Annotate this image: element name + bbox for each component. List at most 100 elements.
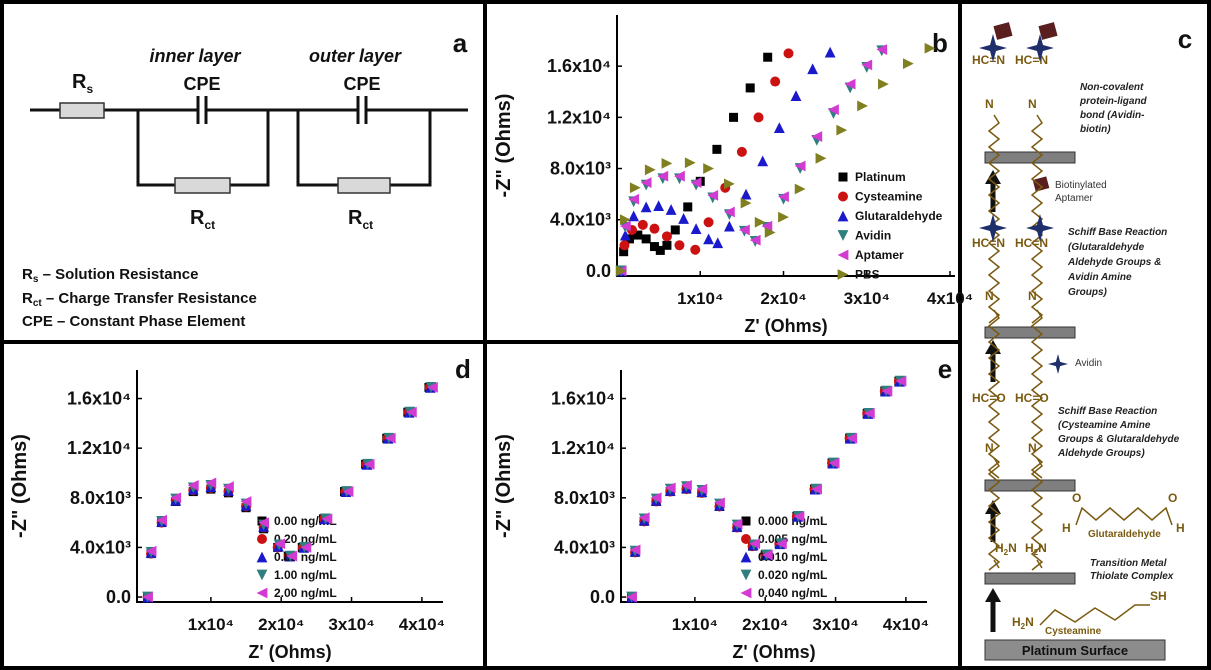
data-point [633,230,643,240]
legend-marker [257,534,267,544]
y-tick-label: 4.0x10³ [70,537,131,557]
data-point [828,104,839,116]
nitrogen: N [985,97,994,111]
chain [1036,559,1043,569]
avidin-icon [979,34,1007,62]
amine: H2N [995,541,1017,557]
note: (Cysteamine Amine [1058,420,1151,431]
data-point [638,512,650,524]
note: Thiolate Complex [1090,571,1174,582]
data-point [807,63,819,75]
y-tick-label: 4.0x10³ [550,210,611,230]
plate [984,572,1076,585]
chain [1030,114,1044,324]
data-point [745,83,755,93]
note: Avidin Amine [1067,272,1132,283]
data-point [778,191,789,203]
panel-label: e [938,354,952,384]
data-point [650,492,662,504]
aldehyde: HC=O [972,391,1006,405]
y-tick-label: 0.0 [590,587,615,607]
panel-a: a Rs inner layer outer layer CPE CPE Rct… [22,28,468,330]
data-point [690,244,701,255]
data-point [665,204,677,215]
data-point [778,211,789,223]
data-point [619,214,631,226]
data-point [681,479,692,491]
data-point [384,432,396,444]
aptamer-icon [993,22,1013,40]
subscript: ct [362,218,373,232]
data-point [754,216,766,228]
y-tick-label: 1.6x10⁴ [547,56,611,76]
panel-label: c [1178,24,1192,54]
data-point [187,479,199,491]
y-tick-label: 4.0x10³ [554,537,615,557]
legend-line: Rct – Charge Transfer Resistance [22,290,257,309]
data-point [707,189,719,201]
data-point [674,240,685,251]
x-tick-label: 3x10⁴ [844,289,890,308]
data-point [342,486,354,497]
avidin-icon [979,214,1007,242]
cpe-label: CPE [183,74,220,94]
imine: HC=N [1015,53,1048,67]
data-point [156,514,168,526]
data-point [240,496,252,507]
aldehyde: HC=O [1015,391,1049,405]
reagent: Cysteamine [1045,626,1102,637]
y-tick-label: 8.0x10³ [554,488,615,508]
data-point [793,510,805,522]
data-point [641,234,651,244]
data-point [723,178,735,190]
legend-label: Aptamer [855,248,904,262]
data-point [761,549,773,561]
nitrogen: N [1028,289,1037,303]
data-point [619,247,629,257]
data-point [626,591,637,603]
data-point [683,202,693,212]
capacitor [196,96,368,124]
data-point [405,406,417,418]
nitrogen: N [1028,97,1037,111]
data-point [628,193,640,205]
x-tick-label: 1x10⁴ [672,615,718,634]
data-point [703,233,714,245]
data-point [649,242,659,252]
y-tick-label: 1.2x10⁴ [547,107,611,127]
reagent: Biotinylated [1055,180,1107,191]
data-point [731,518,743,530]
note: Schiff Base Reaction [1058,406,1157,417]
data-point [773,122,785,133]
data-point [753,112,764,123]
x-tick-label: 2x10⁴ [742,615,788,634]
legend-label: PBS [855,268,880,282]
cpe-label: CPE [343,74,380,94]
subscript: s [86,82,93,96]
data-point [761,220,773,232]
aptamer-icon [1038,22,1058,40]
data-point [729,112,739,122]
data-point [619,229,631,241]
note: bond (Avidin- [1080,110,1145,121]
data-point [670,225,680,235]
note: Non-covalent [1080,82,1144,93]
data-point [678,213,690,224]
data-point [712,237,724,249]
nitrogen: N [1028,441,1037,455]
note: Aldehyde Groups & [1067,257,1161,268]
data-point [664,482,676,494]
legend-marker [741,534,751,544]
chain [1030,309,1044,479]
legend-marker [256,569,268,581]
data-point [640,177,652,189]
data-point [644,164,656,176]
data-point [811,131,823,142]
legend-marker [838,172,848,182]
data-point [757,155,769,167]
data-point [828,457,840,469]
chain [987,457,1001,571]
x-axis-label: Z' (Ohms) [732,642,815,662]
data-point [924,42,936,54]
